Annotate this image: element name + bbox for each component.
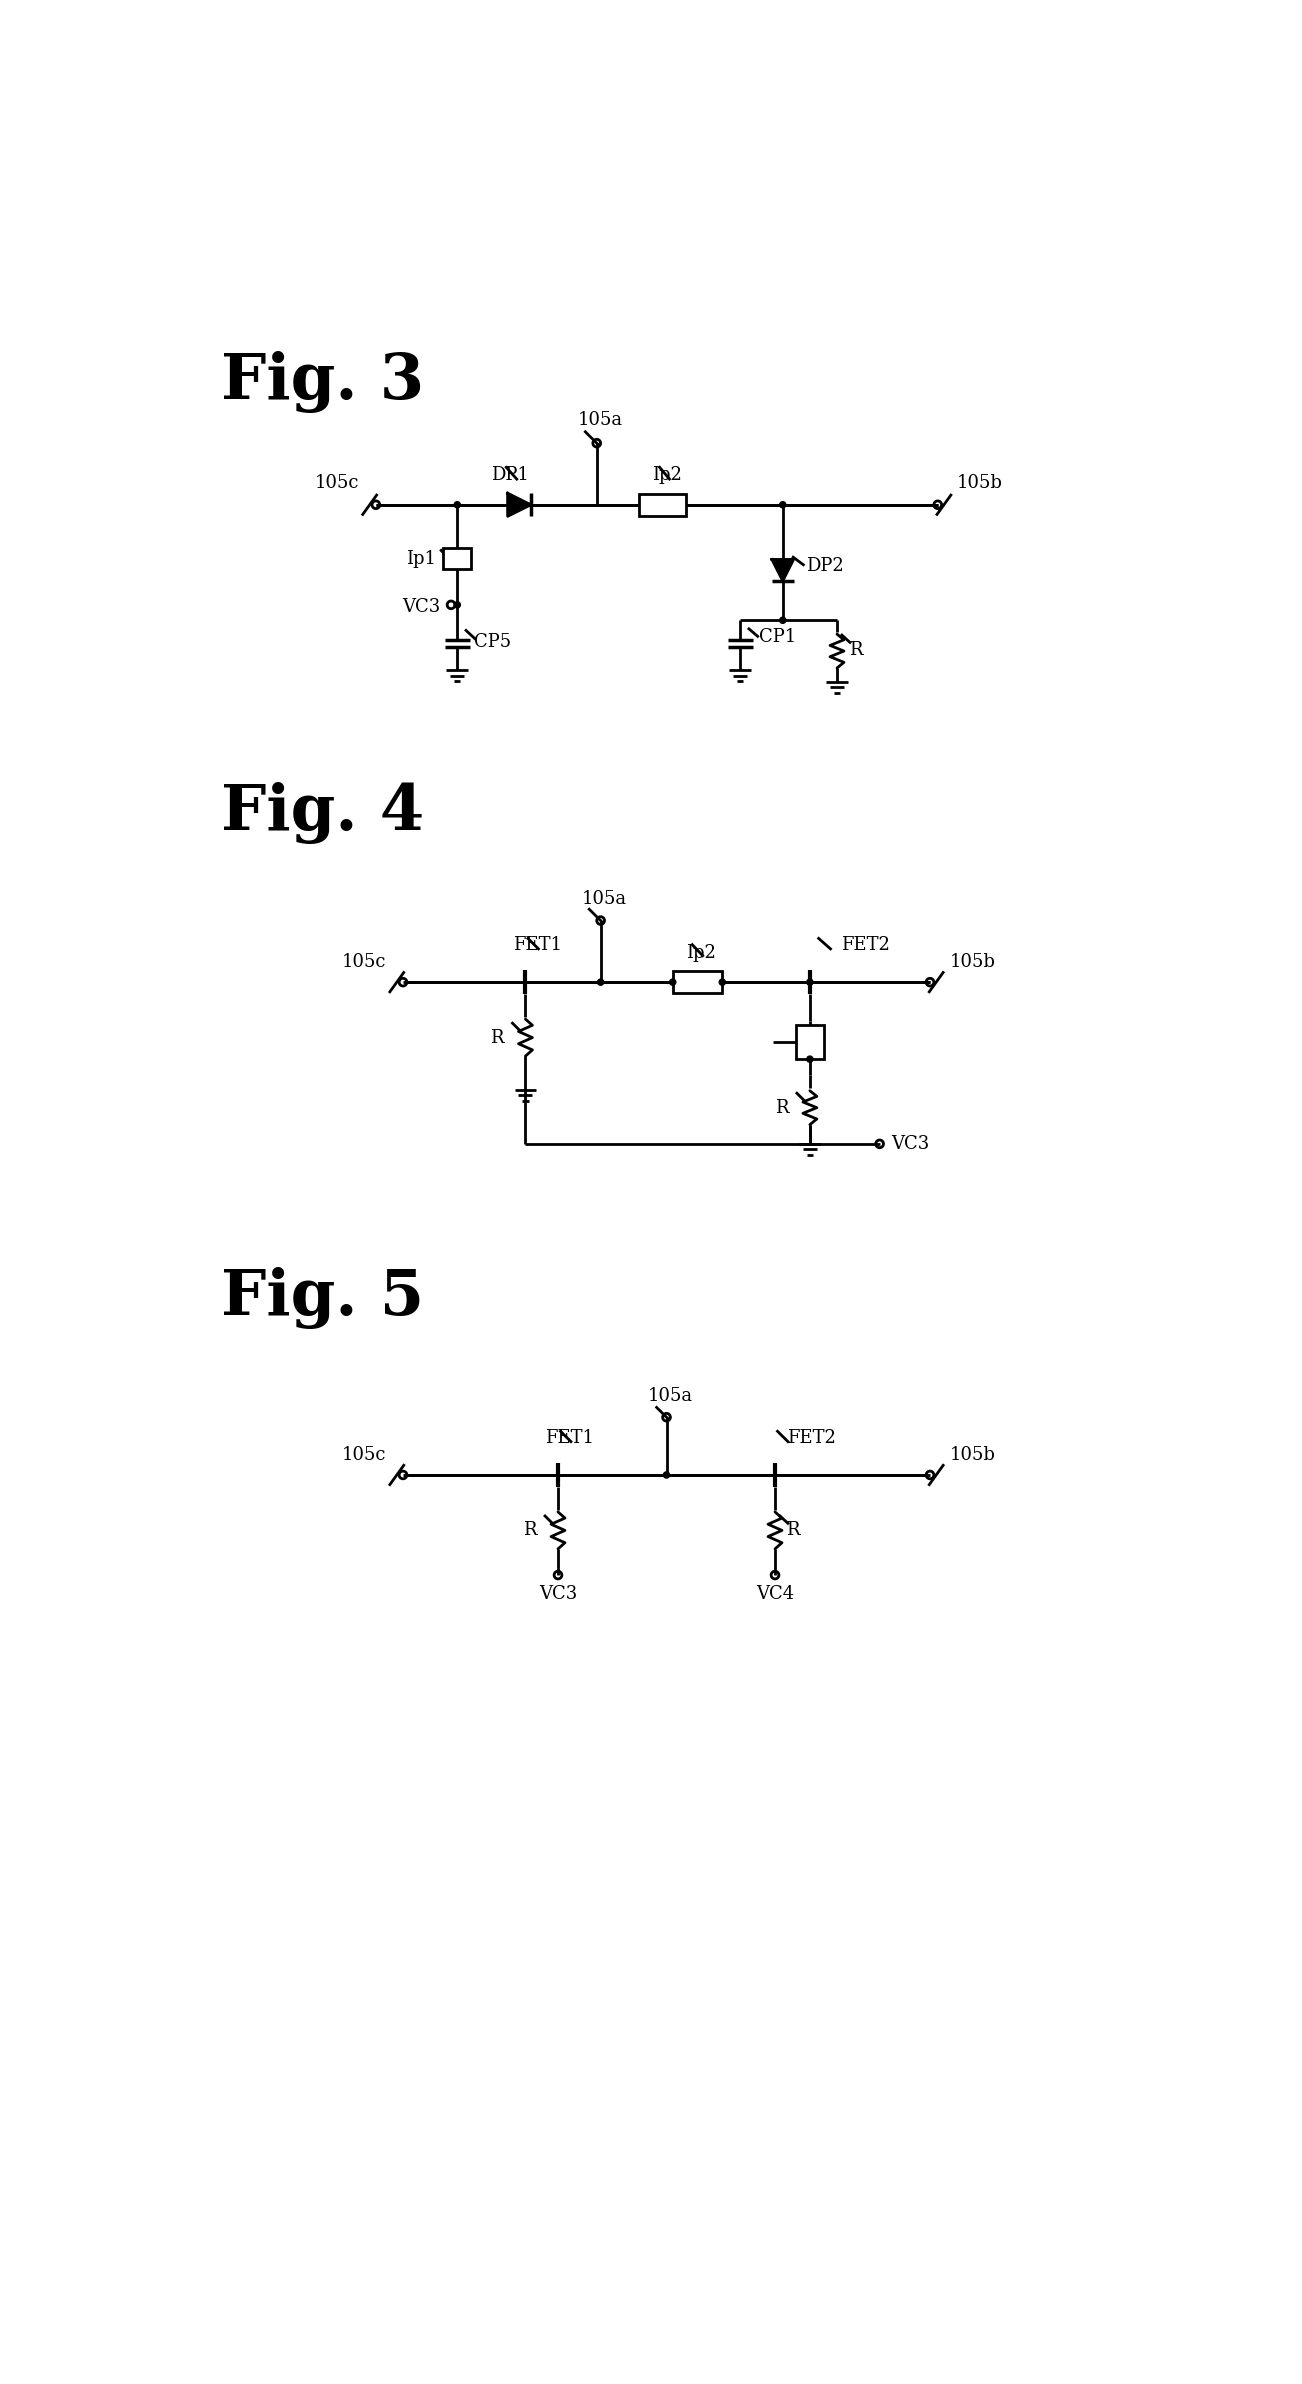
Text: 105c: 105c xyxy=(314,474,359,491)
Text: FET1: FET1 xyxy=(546,1428,594,1447)
Text: DP1: DP1 xyxy=(491,467,529,484)
Text: Ip2: Ip2 xyxy=(651,467,681,484)
Circle shape xyxy=(454,601,461,608)
Text: R: R xyxy=(849,641,863,658)
Text: VC3: VC3 xyxy=(539,1585,577,1604)
Text: Fig. 5: Fig. 5 xyxy=(221,1266,424,1328)
Circle shape xyxy=(780,501,786,508)
Text: R: R xyxy=(491,1028,504,1047)
Text: FET2: FET2 xyxy=(841,937,889,954)
Text: Ip2: Ip2 xyxy=(686,944,716,961)
Text: 105a: 105a xyxy=(648,1387,693,1407)
Text: Fig. 4: Fig. 4 xyxy=(221,782,424,844)
Text: 105b: 105b xyxy=(957,474,1003,491)
Text: VC3: VC3 xyxy=(892,1135,930,1154)
Circle shape xyxy=(807,980,812,985)
Text: CP1: CP1 xyxy=(759,629,796,646)
Bar xyxy=(673,970,723,994)
Polygon shape xyxy=(772,560,794,582)
Polygon shape xyxy=(508,493,531,517)
Circle shape xyxy=(719,980,725,985)
Text: 105b: 105b xyxy=(949,1447,995,1464)
Circle shape xyxy=(780,617,786,622)
Text: 105c: 105c xyxy=(341,1447,385,1464)
Circle shape xyxy=(454,501,461,508)
Bar xyxy=(639,493,686,515)
Text: R: R xyxy=(775,1099,788,1116)
Text: FET1: FET1 xyxy=(513,937,561,954)
Text: VC4: VC4 xyxy=(756,1585,794,1604)
Text: 105c: 105c xyxy=(341,954,385,970)
Text: FET2: FET2 xyxy=(786,1428,836,1447)
Circle shape xyxy=(669,980,676,985)
Text: 105b: 105b xyxy=(949,954,995,970)
Text: VC3: VC3 xyxy=(402,598,440,615)
Circle shape xyxy=(664,1471,669,1478)
Bar xyxy=(796,1025,824,1058)
Text: R: R xyxy=(786,1521,799,1540)
Text: 105a: 105a xyxy=(578,410,624,429)
Bar xyxy=(443,548,471,570)
Text: R: R xyxy=(523,1521,536,1540)
Text: DP2: DP2 xyxy=(806,558,844,575)
Text: CP5: CP5 xyxy=(474,632,512,651)
Text: Ip1: Ip1 xyxy=(405,551,436,567)
Circle shape xyxy=(807,1056,812,1063)
Circle shape xyxy=(598,980,604,985)
Text: Fig. 3: Fig. 3 xyxy=(221,350,424,412)
Text: 105a: 105a xyxy=(582,889,628,908)
